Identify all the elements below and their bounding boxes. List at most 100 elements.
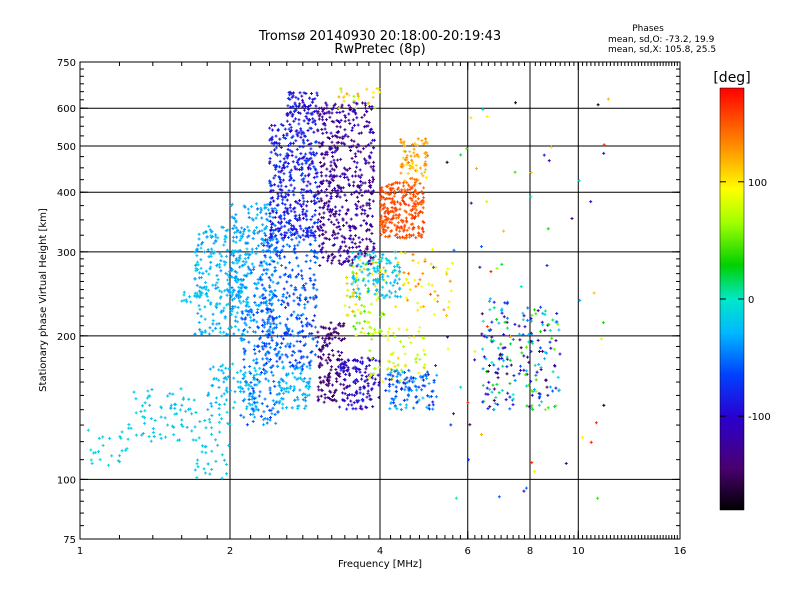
data-point [314, 104, 318, 108]
data-point [550, 336, 554, 340]
data-point [260, 242, 264, 246]
data-point [184, 298, 188, 302]
data-point [195, 462, 199, 466]
data-point [208, 326, 212, 330]
data-point [494, 395, 498, 399]
data-point [350, 240, 354, 244]
data-point [101, 443, 105, 447]
data-point [252, 358, 256, 362]
data-point [336, 365, 340, 369]
data-point [96, 450, 100, 454]
data-point [335, 218, 339, 222]
data-point [275, 359, 279, 363]
data-point [273, 183, 277, 187]
data-point [287, 193, 291, 197]
data-point [288, 203, 292, 207]
data-point [223, 316, 227, 320]
data-point [434, 364, 438, 368]
data-point [350, 128, 354, 132]
data-point [145, 396, 149, 400]
data-point [423, 353, 427, 357]
data-point [248, 253, 252, 257]
data-point [517, 324, 521, 328]
data-point [264, 361, 268, 365]
data-point [208, 228, 212, 232]
data-point [280, 225, 284, 229]
data-point [269, 298, 273, 302]
data-point [251, 250, 255, 254]
data-point [372, 164, 376, 168]
data-point [339, 245, 343, 249]
data-point [344, 372, 348, 376]
data-point [289, 230, 293, 234]
data-point [140, 404, 144, 408]
data-point [204, 285, 208, 289]
data-point [356, 97, 360, 101]
data-point [239, 413, 243, 417]
data-point [330, 383, 334, 387]
data-point [358, 240, 362, 244]
data-point [325, 106, 329, 110]
data-point [240, 234, 244, 238]
data-point [414, 199, 418, 203]
data-point [320, 127, 324, 131]
data-point [433, 290, 437, 294]
data-point [473, 358, 477, 362]
data-point [89, 458, 93, 462]
data-point [290, 268, 294, 272]
data-point [541, 323, 545, 327]
data-point [267, 342, 271, 346]
data-point [222, 306, 226, 310]
data-point [269, 278, 273, 282]
data-point [204, 451, 208, 455]
data-point [330, 348, 334, 352]
data-point [217, 368, 221, 372]
data-point [278, 321, 282, 325]
data-point [404, 406, 408, 410]
data-point [413, 183, 417, 187]
data-point [278, 251, 282, 255]
data-point [151, 427, 155, 431]
data-point [265, 342, 269, 346]
data-point [430, 283, 434, 287]
data-point [208, 472, 212, 476]
data-point [508, 407, 512, 411]
data-point [360, 270, 364, 274]
data-point [414, 284, 418, 288]
data-point [480, 332, 484, 336]
data-point [352, 94, 356, 98]
data-point [225, 293, 229, 297]
data-point [318, 361, 322, 365]
data-point [254, 216, 258, 220]
data-point [175, 412, 179, 416]
data-point [271, 291, 275, 295]
data-point [159, 406, 163, 410]
data-point [248, 365, 252, 369]
data-point [261, 293, 265, 297]
data-point [424, 176, 428, 180]
data-point [224, 366, 228, 370]
data-point [285, 231, 289, 235]
data-point [306, 321, 310, 325]
data-point [381, 207, 385, 211]
data-point [536, 309, 540, 313]
data-point [193, 332, 197, 336]
data-point [346, 403, 350, 407]
data-point [373, 106, 377, 110]
data-point [317, 141, 321, 145]
data-point [278, 346, 282, 350]
data-point [310, 350, 314, 354]
data-point [518, 364, 522, 368]
data-point [262, 418, 266, 422]
data-point [280, 360, 284, 364]
data-point [247, 309, 251, 313]
data-point [253, 401, 257, 405]
data-point [226, 273, 230, 277]
data-point [281, 198, 285, 202]
data-point [98, 458, 102, 462]
data-point [259, 261, 263, 265]
data-point [197, 237, 201, 241]
data-point [508, 358, 512, 362]
data-point [118, 454, 122, 458]
data-point [384, 389, 388, 393]
